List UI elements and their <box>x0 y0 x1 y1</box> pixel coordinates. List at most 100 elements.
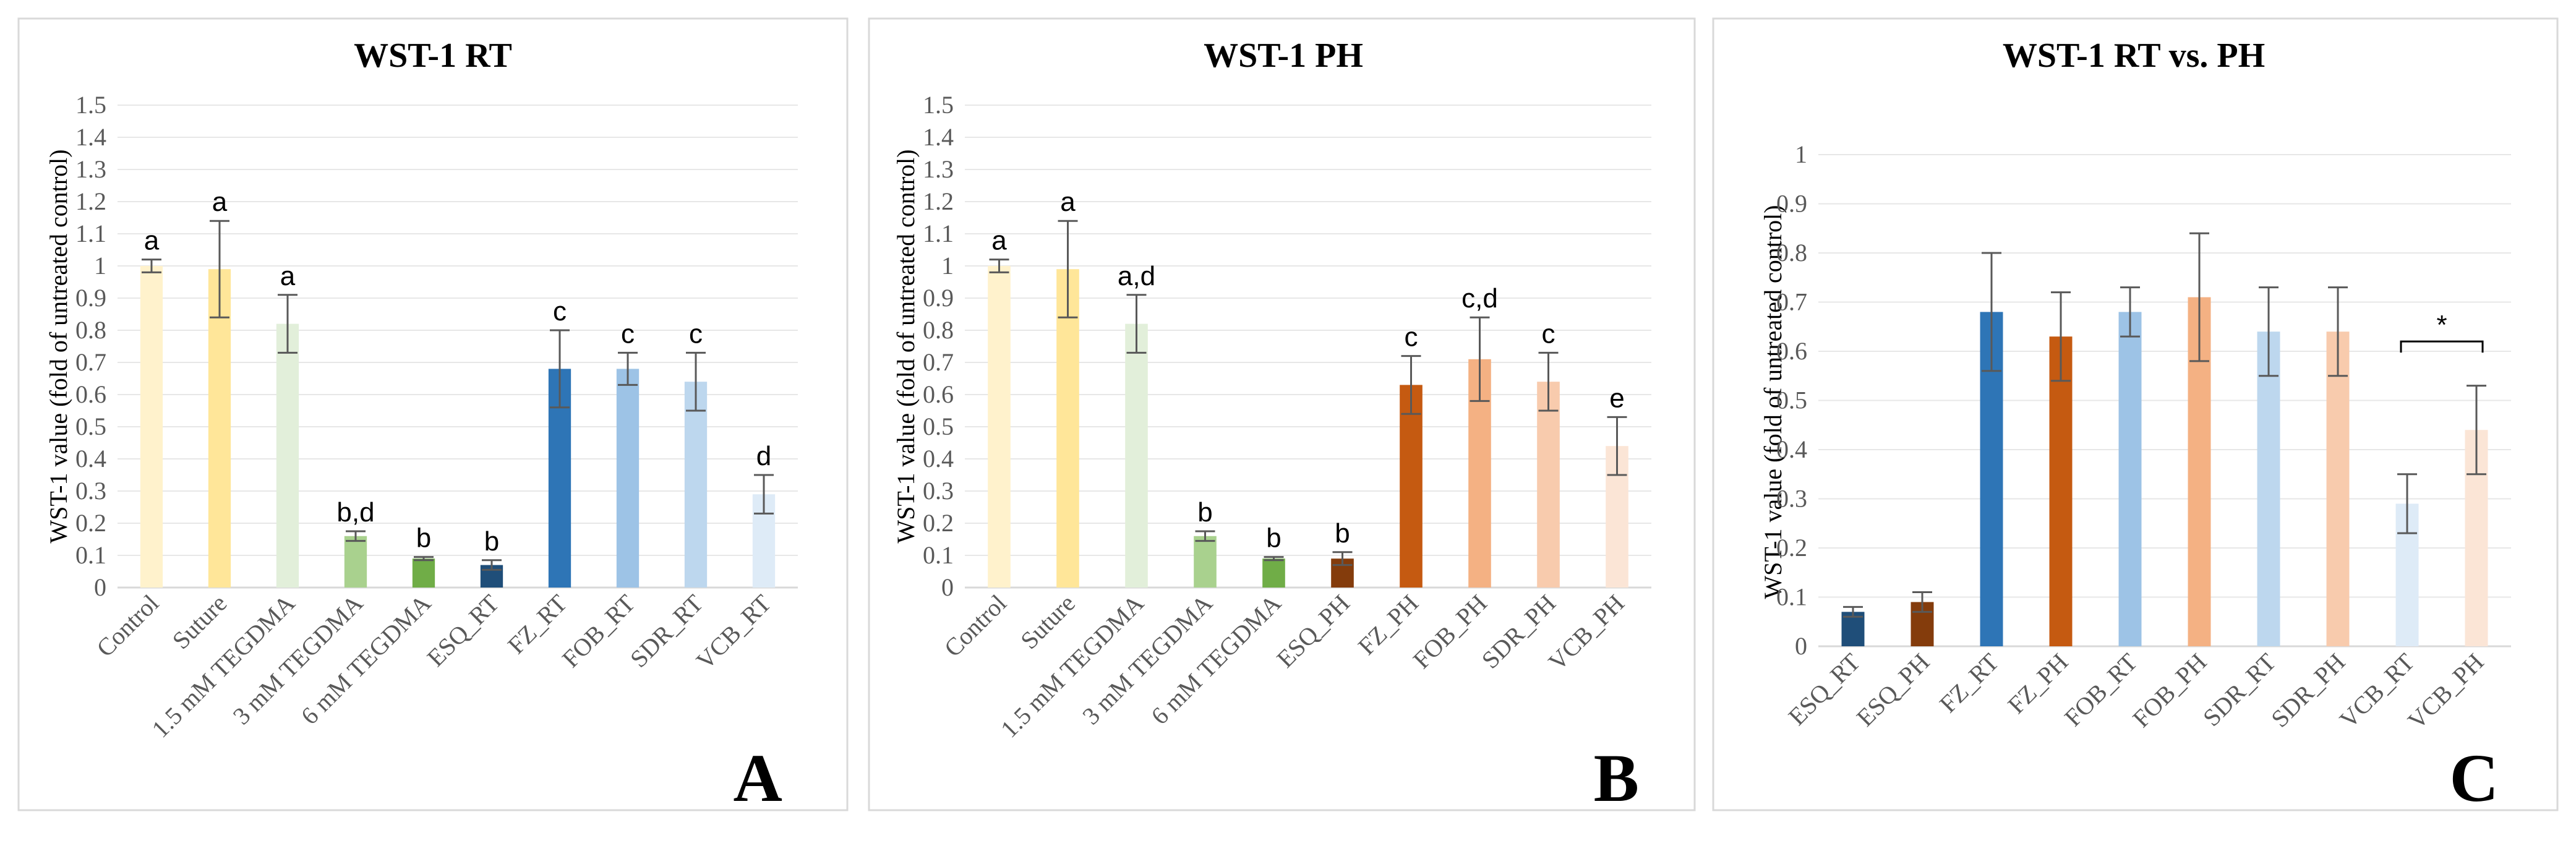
panel-a-error-bar-esq-rt <box>482 559 502 571</box>
panel-a-error-bar-suture <box>210 220 229 319</box>
panel-a-error-bar-sdr-rt <box>686 351 706 412</box>
panel-c-error-bar-sdr-rt <box>2259 286 2279 377</box>
panel-c-border <box>1712 17 2559 811</box>
panel-a-sig-label-1-5-mm-tegdma: a <box>280 261 296 291</box>
panel-a-sig-label-control: a <box>144 226 160 256</box>
panel-a-y-tick-label: 0.1 <box>75 541 106 569</box>
panel-b-y-tick-label: 0.4 <box>923 445 954 473</box>
panel-b-error-bar-fz-ph <box>1401 355 1421 415</box>
panel-a-error-bar-1-5-mm-tegdma <box>278 294 297 354</box>
panel-b-bar-6-mm-tegdma <box>1262 558 1285 588</box>
panel-c-significance-star: * <box>2436 310 2447 340</box>
panel-c-y-tick-label: 0.2 <box>1776 534 1807 562</box>
panel-a-sig-label-vcb-rt: d <box>756 441 771 471</box>
panel-a-y-tick-label: 0.6 <box>75 380 106 408</box>
panel-c-error-bar-esq-rt <box>1843 605 1863 618</box>
panel-a-sig-label-6-mm-tegdma: b <box>416 523 431 554</box>
panel-c-x-tick-fob-rt: FOB_RT <box>2059 648 2142 732</box>
panel-a-sig-label-esq-rt: b <box>484 526 499 557</box>
panel-a-error-bar-3-mm-tegdma <box>346 530 366 542</box>
panel-c-y-tick-label: 0.4 <box>1776 435 1807 463</box>
panel-a-bar-6-mm-tegdma <box>412 558 435 588</box>
panel-a-bar-sdr-rt <box>684 382 708 588</box>
panel-a-y-tick-label: 0.3 <box>75 477 106 505</box>
panel-b-error-bar-suture <box>1058 220 1078 319</box>
panel-a-x-tick-suture: Suture <box>167 589 233 655</box>
panel-b-y-axis-label: WST-1 value (fold of untreated control) <box>892 149 920 543</box>
panel-c-bar-sdr-ph <box>2326 331 2350 646</box>
panel-b-letter: B <box>1594 740 1639 816</box>
panel-a-y-tick-label: 0.8 <box>75 316 106 344</box>
panel-c-y-tick-label: 1 <box>1795 140 1807 168</box>
panel-c-y-tick-label: 0.8 <box>1776 239 1807 267</box>
panel-c-error-bar-fz-rt <box>1982 252 2001 372</box>
panel-b-y-tick-label: 0.9 <box>923 284 954 312</box>
panel-a-y-tick-label: 0.2 <box>75 509 106 537</box>
panel-c-error-bar-vcb-ph <box>2467 385 2486 476</box>
panel-a-y-axis-label: WST-1 value (fold of untreated control) <box>45 149 72 543</box>
panel-a-y-tick-label: 0.7 <box>75 348 106 376</box>
panel-c-y-tick-label: 0.9 <box>1776 190 1807 218</box>
panel-a-y-tick-label: 0 <box>94 573 106 601</box>
panel-a-y-tick-label: 1.1 <box>75 220 106 247</box>
panel-b-sig-label-esq-ph: b <box>1335 518 1350 549</box>
panel-a-y-tick-label: 1.3 <box>75 155 106 183</box>
panel-b-y-tick-label: 1.3 <box>923 155 954 183</box>
panel-a-x-tick-fob-rt: FOB_RT <box>557 589 640 673</box>
panel-c: WST-1 RT vs. PH WST-1 value (fold of untr… <box>1712 17 2559 816</box>
panel-c-x-tick-fz-rt: FZ_RT <box>1934 648 2004 718</box>
panel-b-error-bar-vcb-ph <box>1607 416 1627 476</box>
panel-c-x-tick-vcb-ph: VCB_PH <box>2402 648 2489 735</box>
panel-c-x-tick-sdr-ph: SDR_PH <box>2266 648 2350 733</box>
panel-b-error-bar-6-mm-tegdma <box>1264 556 1284 562</box>
panel-b-y-tick-label: 0.5 <box>923 413 954 440</box>
panel-b-x-tick-vcb-ph: VCB_PH <box>1543 589 1630 676</box>
panel-c-x-tick-esq-rt: ESQ_RT <box>1783 648 1866 731</box>
panel-a-error-bar-6-mm-tegdma <box>414 556 434 562</box>
panel-b-y-tick-label: 0.6 <box>923 380 954 408</box>
panel-b-sig-label-fob-ph: c,d <box>1461 283 1498 314</box>
panel-b-sig-label-suture: a <box>1060 187 1076 217</box>
panel-b-y-tick-label: 1 <box>941 252 954 280</box>
panel-b-y-tick-label: 0.7 <box>923 348 954 376</box>
panel-a-bar-control <box>140 266 163 588</box>
panel-a-error-bar-control <box>142 259 161 273</box>
panel-c-y-tick-label: 0.3 <box>1776 485 1807 513</box>
panel-a-error-bar-vcb-rt <box>754 474 774 515</box>
panel-c-error-bar-fz-ph <box>2051 291 2071 382</box>
panel-c-bar-fob-rt <box>2118 312 2142 646</box>
panel-b-sig-label-control: a <box>991 226 1007 256</box>
panel-c-y-tick-label: 0.1 <box>1776 583 1807 611</box>
panel-a-x-tick-esq-rt: ESQ_RT <box>422 589 505 672</box>
panel-a-y-tick-label: 1.5 <box>75 91 106 119</box>
panel-b-y-tick-label: 1.2 <box>923 187 954 215</box>
panel-a: WST-1 RT WST-1 value (fold of untreated c… <box>17 17 849 816</box>
panel-b-title: WST-1 PH <box>1204 36 1363 75</box>
panel-a-sig-label-suture: a <box>212 187 228 217</box>
panel-b-x-tick-fob-ph: FOB_PH <box>1408 589 1492 674</box>
panel-b-error-bar-1-5-mm-tegdma <box>1126 294 1147 354</box>
panel-b-sig-label-3-mm-tegdma: b <box>1197 497 1212 528</box>
panel-a-x-tick-vcb-rt: VCB_RT <box>691 589 777 675</box>
panel-a-bar-3-mm-tegdma <box>344 536 367 588</box>
panel-b-error-bar-3-mm-tegdma <box>1195 530 1215 542</box>
panel-a-bar-1-5-mm-tegdma <box>276 323 299 588</box>
panel-b-sig-label-vcb-ph: e <box>1609 383 1624 413</box>
panel-b-y-tick-label: 0.1 <box>923 541 954 569</box>
panel-a-y-tick-label: 0.5 <box>75 413 106 440</box>
panel-b-sig-label-1-5-mm-tegdma: a,d <box>1118 261 1155 291</box>
panel-c-bar-sdr-rt <box>2257 331 2280 646</box>
panel-a-title: WST-1 RT <box>354 36 512 75</box>
panel-a-sig-label-fz-rt: c <box>553 296 567 327</box>
panel-b-sig-label-fz-ph: c <box>1405 322 1418 353</box>
panel-b: WST-1 PH WST-1 value (fold of untreated c… <box>868 17 1696 816</box>
panel-b-error-bar-esq-ph <box>1332 551 1353 567</box>
panel-c-x-tick-sdr-rt: SDR_RT <box>2197 648 2281 732</box>
panel-c-y-tick-label: 0.7 <box>1776 288 1807 316</box>
panel-b-sig-label-6-mm-tegdma: b <box>1266 523 1281 554</box>
panel-b-error-bar-sdr-ph <box>1538 351 1559 412</box>
panel-b-y-tick-label: 1.1 <box>923 220 954 247</box>
panel-b-x-tick-esq-ph: ESQ_PH <box>1271 589 1355 674</box>
panel-c-y-tick-label: 0 <box>1795 632 1807 660</box>
